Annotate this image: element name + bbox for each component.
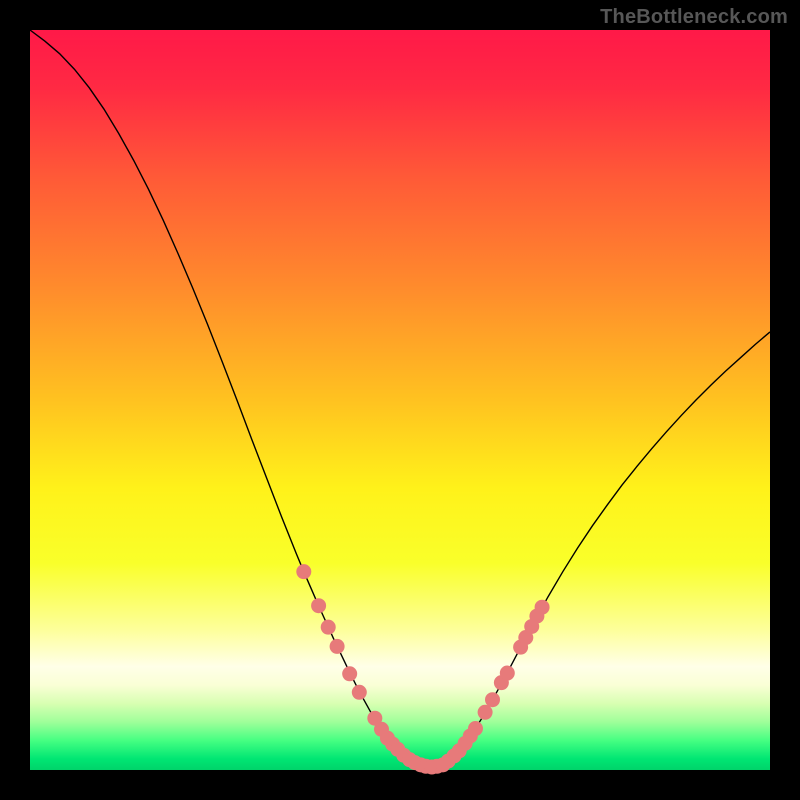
curve-marker: [500, 666, 515, 681]
curve-marker: [468, 721, 483, 736]
watermark-text: TheBottleneck.com: [600, 6, 788, 29]
curve-marker: [342, 666, 357, 681]
curve-marker: [485, 692, 500, 707]
bottleneck-chart: [0, 0, 800, 800]
plot-background: [30, 30, 770, 770]
curve-marker: [330, 639, 345, 654]
curve-marker: [478, 705, 493, 720]
chart-stage: TheBottleneck.com: [0, 0, 800, 800]
curve-marker: [311, 598, 326, 613]
curve-marker: [321, 620, 336, 635]
curve-marker: [296, 564, 311, 579]
curve-marker: [535, 600, 550, 615]
curve-marker: [352, 685, 367, 700]
